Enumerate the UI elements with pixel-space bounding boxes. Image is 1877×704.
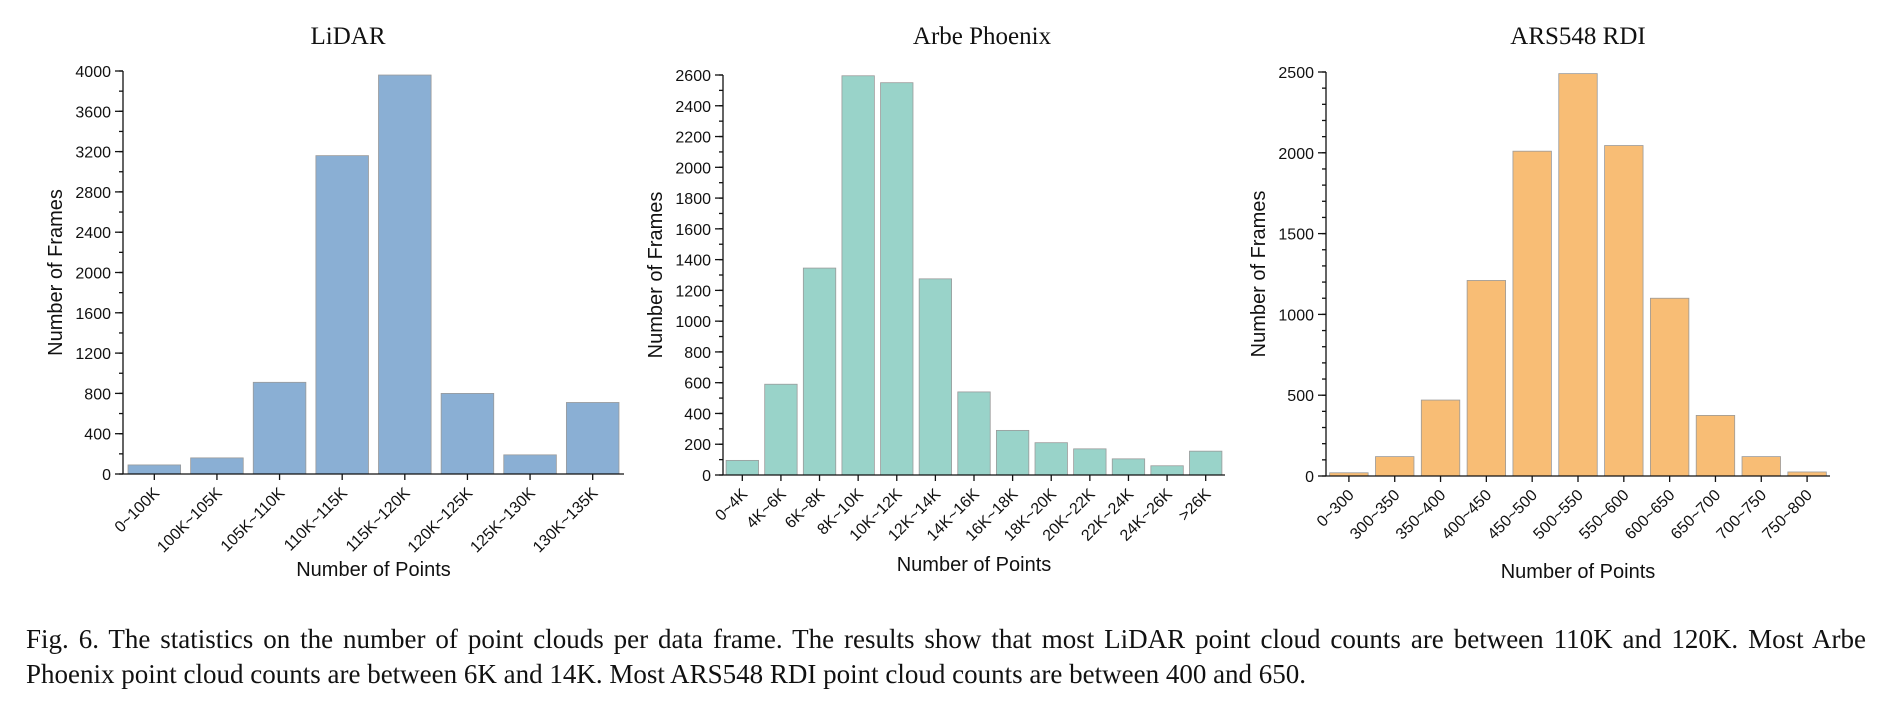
bar-600~650	[1649, 297, 1690, 477]
bar-12K~14K	[918, 278, 953, 476]
y-tick-label: 400	[684, 406, 711, 423]
y-tick-label: 0	[702, 468, 711, 485]
y-tick-label: 2400	[75, 225, 111, 242]
y-tick-label: 1400	[675, 253, 711, 270]
x-axis-label: Number of Points	[296, 559, 451, 581]
chart-title: Arbe Phoenix	[913, 23, 1052, 50]
figure-caption: Fig. 6. The statistics on the number of …	[26, 624, 1866, 689]
bar-6K~8K	[802, 267, 837, 476]
bar-18K~20K	[1034, 442, 1068, 476]
bar-110K~115K	[315, 155, 369, 475]
y-tick-label: 0	[1305, 469, 1314, 486]
x-tick-label: 105K~110K	[218, 485, 289, 556]
y-tick-label: 1600	[675, 222, 711, 239]
y-tick-label: 400	[84, 427, 111, 444]
y-axis-label: Number of Frames	[1248, 191, 1270, 358]
y-tick-label: 800	[684, 345, 711, 362]
bar-22K~24K	[1111, 458, 1146, 476]
x-tick-label: >26K	[1176, 486, 1215, 525]
bar-500~550	[1558, 73, 1598, 477]
bar-550~600	[1604, 145, 1644, 477]
bar-0~4K	[725, 459, 759, 476]
bar-450~500	[1512, 150, 1552, 477]
x-axis-label: Number of Points	[897, 554, 1052, 576]
y-tick-label: 2000	[1278, 146, 1314, 163]
y-tick-label: 1200	[75, 346, 111, 363]
chart-title: ARS548 RDI	[1510, 23, 1645, 50]
y-tick-label: 1000	[675, 314, 711, 331]
y-tick-label: 0	[102, 467, 111, 484]
x-tick-label: 0~100K	[112, 485, 164, 537]
bar-10K~12K	[880, 82, 914, 476]
x-tick-label: 4K~6K	[743, 486, 790, 533]
bar-130K~135K	[565, 402, 620, 475]
x-tick-label: 750~800	[1760, 487, 1816, 543]
chart-panel-1: LiDAR 0 400 800 1200 1600 2000 2400 2800 3200 3600…	[45, 23, 624, 581]
bar-14K~16K	[957, 391, 991, 476]
y-tick-label: 4000	[75, 64, 111, 81]
y-tick-label: 2600	[675, 68, 711, 85]
y-tick-label: 600	[684, 376, 711, 393]
y-tick-label: 2000	[675, 160, 711, 177]
x-tick-label: 100K~105K	[154, 485, 226, 557]
y-axis-label: Number of Frames	[45, 189, 67, 356]
chart-panel-2: Arbe Phoenix 0 200 400 600 800 1000 1200 1400 160…	[645, 23, 1225, 576]
chart-title: LiDAR	[311, 23, 386, 50]
y-tick-label: 2500	[1278, 65, 1314, 82]
y-tick-label: 2800	[75, 185, 111, 202]
bar-4K~6K	[764, 383, 798, 476]
y-tick-label: 1200	[675, 283, 711, 300]
bar-120K~125K	[440, 392, 495, 475]
bar-125K~130K	[503, 454, 557, 475]
bar-350~400	[1420, 399, 1461, 477]
bar-650~700	[1695, 414, 1736, 477]
chart-panel-3: ARS548 RDI050010001500200025000~300300~3…	[1248, 23, 1830, 583]
x-axis-label: Number of Points	[1501, 561, 1656, 583]
bar-100K~105K	[190, 457, 244, 475]
y-tick-label: 2000	[75, 266, 111, 283]
bar->26K	[1189, 450, 1223, 476]
bar-0~100K	[127, 464, 182, 475]
bar-24K~26K	[1150, 465, 1184, 476]
bar-8K~10K	[841, 75, 875, 476]
y-tick-label: 1800	[675, 191, 711, 208]
y-axis-label: Number of Frames	[645, 192, 667, 359]
x-tick-label: 125K~130K	[467, 485, 539, 557]
y-tick-label: 1500	[1278, 227, 1314, 244]
bar-105K~110K	[252, 381, 307, 475]
x-tick-label: 110K~115K	[281, 485, 351, 555]
bar-400~450	[1466, 280, 1507, 477]
x-tick-label: 0~300	[1314, 487, 1358, 531]
y-tick-label: 3200	[75, 145, 111, 162]
y-tick-label: 1600	[75, 306, 111, 323]
figure: LiDAR04008001200160020002400280032003600…	[45, 23, 1830, 583]
bar-700~750	[1741, 456, 1781, 477]
bar-16K~18K	[995, 429, 1030, 476]
y-tick-label: 800	[84, 386, 111, 403]
x-tick-label: 130K~135K	[530, 485, 602, 557]
y-tick-label: 2200	[675, 130, 711, 147]
x-tick-label: 115K~120K	[343, 485, 414, 556]
y-tick-label: 200	[684, 437, 711, 454]
y-tick-label: 500	[1287, 388, 1314, 405]
y-tick-label: 1000	[1278, 307, 1314, 324]
bar-20K~22K	[1073, 448, 1107, 476]
x-tick-label: 120K~125K	[405, 485, 477, 557]
bar-115K~120K	[378, 74, 432, 475]
y-tick-label: 3600	[75, 104, 111, 121]
bar-300~350	[1375, 456, 1415, 477]
y-tick-label: 2400	[675, 99, 711, 116]
